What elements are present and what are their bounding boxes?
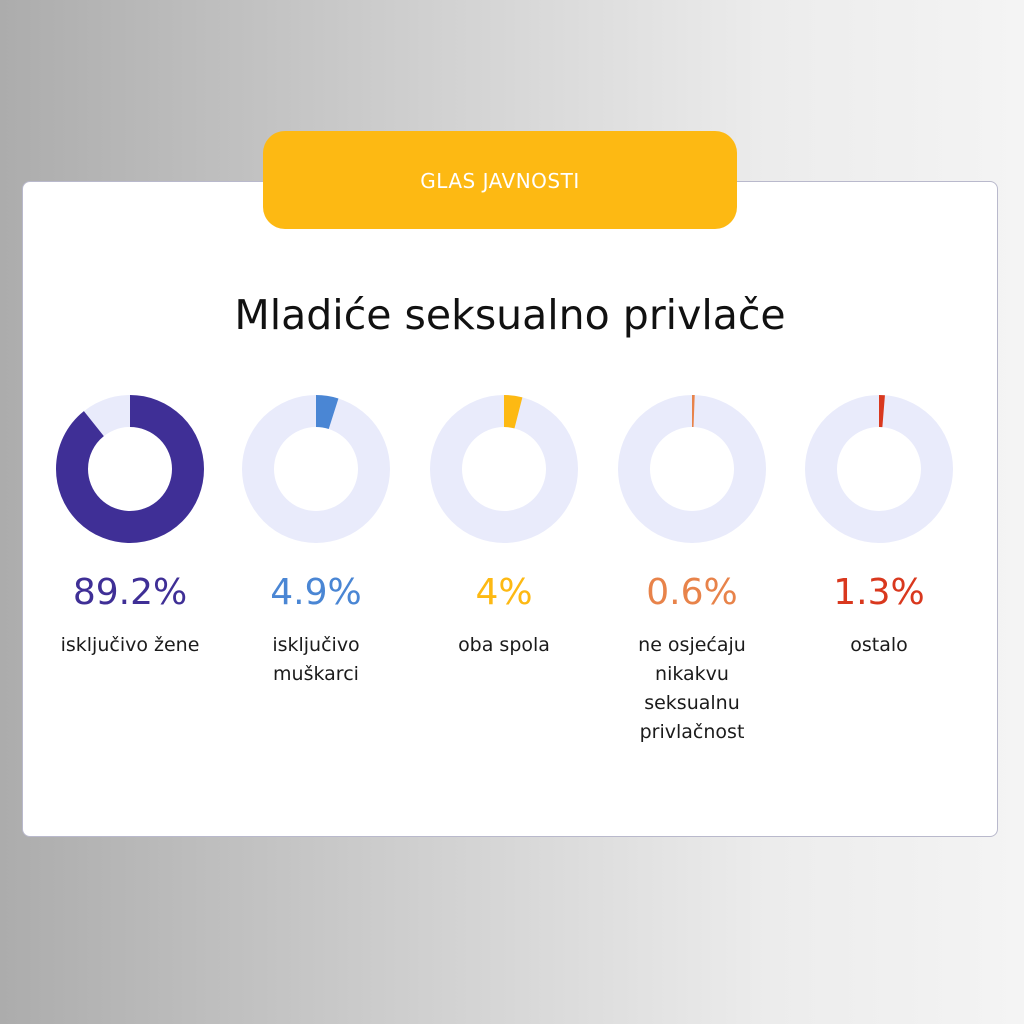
banner-label: GLAS JAVNOSTI bbox=[420, 169, 580, 193]
item-oba-spola: 4% oba spola bbox=[410, 395, 598, 660]
label-isklj-zene: isključivo žene bbox=[60, 634, 200, 656]
donut-track bbox=[805, 395, 953, 543]
donut-arc-oba-spola bbox=[430, 395, 578, 543]
donut-track bbox=[242, 395, 390, 543]
donut-ostalo bbox=[805, 395, 953, 543]
donut-isklj-zene bbox=[56, 395, 204, 543]
value-oba-spola: 4% bbox=[475, 572, 533, 613]
value-ostalo: 1.3% bbox=[833, 572, 925, 613]
chart-title: Mladiće seksualno privlače bbox=[234, 291, 786, 339]
donut-track bbox=[618, 395, 766, 543]
label-isklj-muskarci: isključivo muškarci bbox=[272, 634, 360, 685]
donut-bez-privlacnosti bbox=[618, 395, 766, 543]
value-isklj-zene: 89.2% bbox=[72, 572, 188, 613]
item-isklj-muskarci: 4.9% isključivo muškarci bbox=[222, 395, 410, 689]
item-ostalo: 1.3% ostalo bbox=[785, 395, 973, 660]
donut-arc-isklj-zene bbox=[56, 395, 204, 543]
item-bez-privlacnosti: 0.6% ne osjećaju nikakvu seksualnu privl… bbox=[598, 395, 786, 747]
donut-arc-bez-privlacnosti bbox=[618, 395, 766, 543]
donut-arc-isklj-muskarci bbox=[242, 395, 390, 543]
label-oba-spola: oba spola bbox=[458, 634, 550, 656]
donut-arc-ostalo bbox=[805, 395, 953, 543]
value-isklj-muskarci: 4.9% bbox=[270, 572, 362, 613]
label-bez-privlacnosti: ne osjećaju nikakvu seksualnu privlačnos… bbox=[638, 634, 746, 743]
donut-track bbox=[430, 395, 578, 543]
banner: GLAS JAVNOSTI bbox=[263, 131, 737, 229]
item-isklj-zene: 89.2% isključivo žene bbox=[36, 395, 224, 660]
value-bez-privlacnosti: 0.6% bbox=[646, 572, 738, 613]
label-ostalo: ostalo bbox=[850, 634, 908, 656]
donut-oba-spola bbox=[430, 395, 578, 543]
donut-isklj-muskarci bbox=[242, 395, 390, 543]
